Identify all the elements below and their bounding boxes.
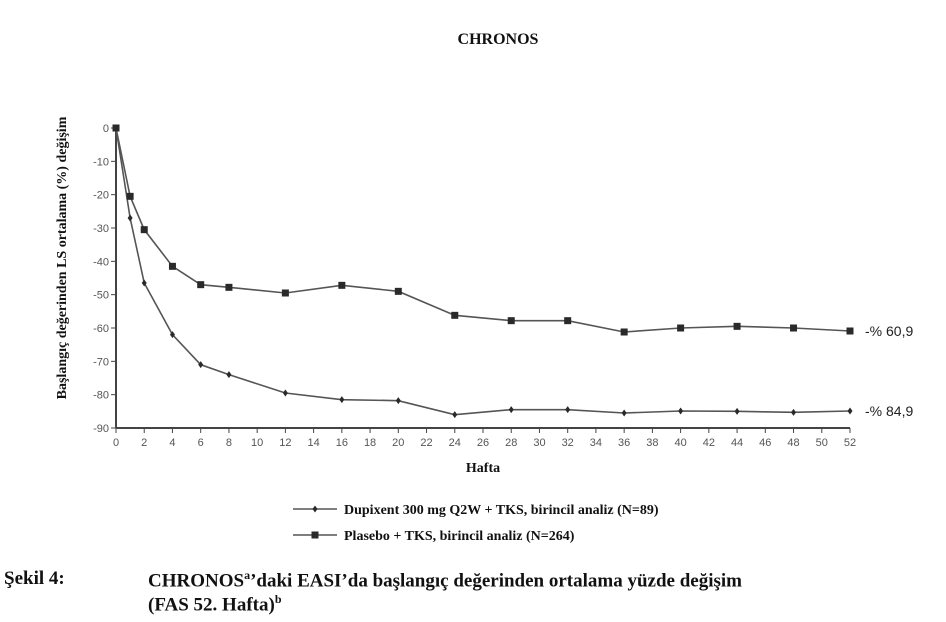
data-point (126, 192, 134, 200)
x-tick-label: 26 (477, 437, 489, 449)
x-tick-label: 42 (703, 437, 715, 449)
data-point (198, 361, 204, 369)
x-tick-label: 50 (816, 437, 828, 449)
data-point (168, 262, 176, 270)
data-point (127, 214, 133, 222)
x-tick-label: 24 (449, 437, 461, 449)
x-tick-label: 36 (618, 437, 630, 449)
data-point (791, 408, 797, 416)
end-value-label: -% 84,9 (865, 403, 913, 419)
data-point (451, 311, 459, 319)
x-tick-label: 14 (307, 437, 319, 449)
caption-sup-a: a (244, 568, 251, 582)
y-tick-label: -10 (93, 156, 109, 168)
data-point (621, 409, 627, 417)
data-point (565, 406, 571, 414)
y-axis-label: Başlangıç değerinden LS ortalama (%) değ… (55, 116, 70, 399)
caption-line-2: (FAS 52. Hafta)b (148, 592, 282, 616)
data-point (790, 324, 798, 332)
y-tick-label: -30 (93, 223, 109, 235)
chart-title: CHRONOS (458, 31, 539, 48)
data-point (394, 287, 402, 295)
data-point (733, 322, 741, 330)
x-tick-label: 48 (787, 437, 799, 449)
series-line (115, 127, 851, 416)
data-point (395, 397, 401, 405)
data-point (507, 317, 515, 325)
legend-label: Dupixent 300 mg Q2W + TKS, birincil anal… (344, 503, 659, 518)
legend-marker (312, 505, 318, 513)
data-point (197, 281, 205, 289)
legend-item: Plasebo + TKS, birincil analiz (N=264) (293, 529, 575, 544)
x-tick-label: 8 (226, 437, 232, 449)
x-tick-label: 10 (251, 437, 263, 449)
data-point (140, 226, 148, 234)
series-layer: -% 84,9 -% 60,9 (112, 124, 913, 419)
x-tick-label: 52 (844, 437, 856, 449)
x-tick-label: 22 (420, 437, 432, 449)
y-tick-label: -60 (93, 323, 109, 335)
legend-item: Dupixent 300 mg Q2W + TKS, birincil anal… (293, 503, 659, 518)
data-point (225, 283, 233, 291)
legend-marker (311, 531, 319, 539)
y-tick-label: -50 (93, 290, 109, 302)
x-tick-label: 12 (279, 437, 291, 449)
data-point (734, 407, 740, 415)
caption-text: ’daki EASI’da başlangıç değerinden ortal… (250, 570, 743, 592)
data-point (452, 411, 458, 419)
data-point (508, 406, 514, 414)
series-0: -% 84,9 (113, 124, 913, 419)
data-point (112, 124, 120, 132)
x-tick-label: 4 (169, 437, 175, 449)
y-tick-label: -70 (93, 356, 109, 368)
y-tick-label: -20 (93, 190, 109, 202)
caption-line-1: CHRONOSa’daki EASI’da başlangıç değerind… (148, 568, 742, 592)
data-point (677, 324, 685, 332)
data-point (846, 327, 854, 335)
chart: CHRONOS Başlangıç değerinden LS ortalama… (55, 31, 913, 544)
x-tick-label: 28 (505, 437, 517, 449)
data-point (847, 407, 853, 415)
data-point (678, 407, 684, 415)
y-tick-label: -80 (93, 390, 109, 402)
legend-label: Plasebo + TKS, birincil analiz (N=264) (344, 529, 575, 544)
x-tick-label: 46 (759, 437, 771, 449)
x-tick-label: 16 (336, 437, 348, 449)
legend: Dupixent 300 mg Q2W + TKS, birincil anal… (293, 503, 659, 544)
x-tick-label: 20 (392, 437, 404, 449)
x-axis-label: Hafta (466, 461, 500, 476)
x-tick-label: 38 (646, 437, 658, 449)
data-point (339, 396, 345, 404)
data-point (564, 317, 572, 325)
data-point (338, 281, 346, 289)
data-point (281, 289, 289, 297)
end-value-label: -% 60,9 (865, 323, 913, 339)
data-point (169, 331, 175, 339)
y-tick-label: 0 (103, 123, 109, 135)
caption-fas: (FAS 52. Hafta) (148, 594, 275, 616)
data-point (282, 389, 288, 397)
caption-label: Şekil 4: (4, 568, 65, 589)
y-tick-label: -40 (93, 256, 109, 268)
y-tick-label: -90 (93, 423, 109, 435)
x-tick-label: 34 (590, 437, 602, 449)
data-point (141, 279, 147, 287)
x-tick-label: 0 (113, 437, 119, 449)
x-tick-label: 32 (562, 437, 574, 449)
x-tick-label: 6 (198, 437, 204, 449)
x-tick-label: 2 (141, 437, 147, 449)
x-tick-label: 44 (731, 437, 743, 449)
data-point (226, 371, 232, 379)
x-tick-label: 18 (364, 437, 376, 449)
series-1: -% 60,9 (112, 124, 913, 339)
axis-ticks: 0 2 4 6 8 10 12 14 16 18 20 22 24 26 28 30 32 34 36 38 40 42 4… (93, 123, 856, 449)
x-tick-label: 30 (533, 437, 545, 449)
series-line (115, 127, 851, 333)
caption-sup-b: b (274, 592, 282, 606)
data-point (620, 328, 628, 336)
caption-chronos: CHRONOS (148, 570, 245, 592)
x-tick-label: 40 (674, 437, 686, 449)
